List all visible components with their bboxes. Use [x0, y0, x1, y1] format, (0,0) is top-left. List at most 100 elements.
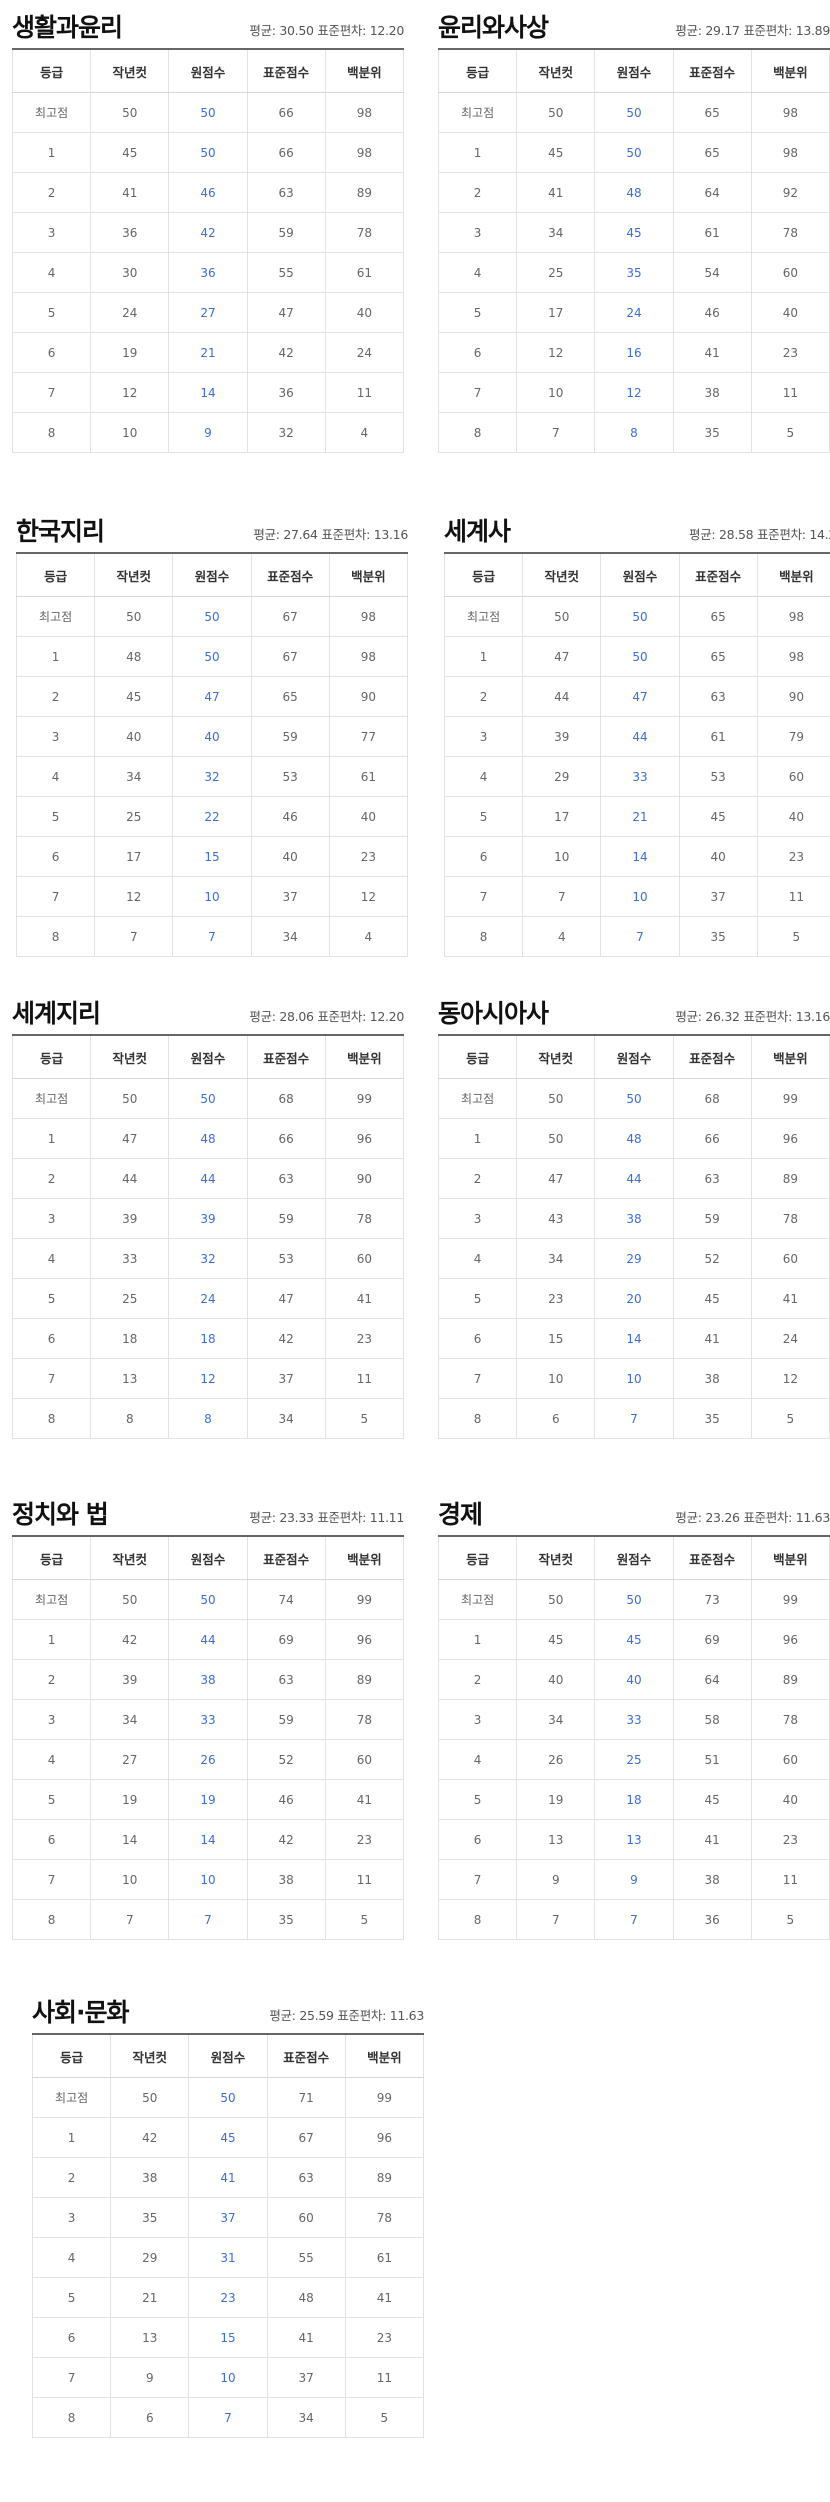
table-cell: 32 — [172, 756, 252, 797]
table-row: 3 34 33 58 78 — [437, 1699, 830, 1740]
table-cell: 41 — [672, 1819, 752, 1860]
table-cell: 1 — [437, 132, 518, 173]
table-cell: 44 — [522, 676, 602, 717]
table-cell: 44 — [600, 716, 680, 757]
table-cell: 59 — [246, 212, 326, 253]
table-cell: 4 — [11, 1739, 92, 1780]
table-cell: 7 — [594, 1899, 674, 1940]
table-cell: 41 — [90, 172, 170, 213]
table-cell: 47 — [600, 676, 680, 717]
column-header: 등급 — [437, 48, 518, 93]
panel-stats: 평균: 23.33 표준편차: 11.11 — [249, 1510, 404, 1525]
table-row: 1 45 50 65 98 — [437, 132, 830, 173]
table-cell: 41 — [672, 1318, 752, 1359]
table-row: 8 8 8 34 5 — [11, 1398, 405, 1439]
table-cell: 41 — [344, 2277, 425, 2318]
table-cell: 4 — [11, 252, 92, 293]
table-cell: 66 — [246, 1118, 326, 1159]
table-row: 2 47 44 63 89 — [437, 1158, 830, 1199]
column-header: 원점수 — [168, 1034, 248, 1079]
table-row: 8 4 7 35 5 — [443, 916, 830, 957]
table-cell: 45 — [678, 796, 758, 837]
table-cell: 33 — [168, 1699, 248, 1740]
table-row: 5 25 22 46 40 — [15, 796, 409, 837]
table-cell: 5 — [11, 1278, 92, 1319]
table-cell: 2 — [31, 2157, 112, 2198]
table-cell: 98 — [750, 132, 830, 173]
table-cell: 8 — [437, 412, 518, 453]
table-cell: 31 — [188, 2237, 268, 2278]
table-cell: 6 — [110, 2397, 190, 2438]
table-cell: 4 — [437, 252, 518, 293]
panel-politics-law: 정치와 법 평균: 23.33 표준편차: 11.11 등급 작년컷 원점수 표준점수… — [11, 1495, 405, 1965]
table-cell: 36 — [90, 212, 170, 253]
table-cell: 8 — [437, 1899, 518, 1940]
table-row: 7 13 12 37 11 — [11, 1358, 405, 1399]
table-cell: 9 — [110, 2357, 190, 2398]
table-row: 1 47 50 65 98 — [443, 636, 830, 677]
table-row: 1 42 45 67 96 — [31, 2117, 425, 2158]
table-row: 5 17 21 45 40 — [443, 796, 830, 837]
column-header: 등급 — [437, 1034, 518, 1079]
table-row: 4 29 31 55 61 — [31, 2237, 425, 2278]
table-cell: 14 — [90, 1819, 170, 1860]
table-cell: 7 — [437, 1358, 518, 1399]
table-cell: 98 — [756, 596, 830, 637]
table-cell: 45 — [672, 1278, 752, 1319]
table-cell: 50 — [594, 1078, 674, 1119]
table-cell: 30 — [90, 252, 170, 293]
column-header: 등급 — [11, 48, 92, 93]
table-cell: 8 — [437, 1398, 518, 1439]
table-cell: 4 — [328, 916, 409, 957]
table-cell: 61 — [678, 716, 758, 757]
table-row: 7 7 10 37 11 — [443, 876, 830, 917]
table-row: 1 47 48 66 96 — [11, 1118, 405, 1159]
table-cell: 89 — [324, 172, 405, 213]
table-row: 8 6 7 35 5 — [437, 1398, 830, 1439]
column-header: 표준점수 — [678, 552, 758, 597]
table-cell: 64 — [672, 172, 752, 213]
column-header: 작년컷 — [94, 552, 174, 597]
column-header: 작년컷 — [516, 48, 596, 93]
table-cell: 6 — [31, 2317, 112, 2358]
column-header: 표준점수 — [250, 552, 330, 597]
column-header: 표준점수 — [266, 2033, 346, 2078]
table-cell: 60 — [756, 756, 830, 797]
table-cell: 23 — [756, 836, 830, 877]
table-row: 최고점 50 50 65 98 — [437, 92, 830, 133]
panel-ethics-thought: 윤리와사상 평균: 29.17 표준편차: 13.89 등급 작년컷 원점수 표준점수… — [437, 8, 830, 478]
table-row: 6 18 18 42 23 — [11, 1318, 405, 1359]
table-cell: 98 — [324, 132, 405, 173]
table-cell: 41 — [324, 1779, 405, 1820]
table-header-row: 등급 작년컷 원점수 표준점수 백분위 — [15, 552, 409, 597]
table-cell: 61 — [324, 252, 405, 293]
table-cell: 11 — [750, 1859, 830, 1900]
table-cell: 34 — [266, 2397, 346, 2438]
table-cell: 7 — [31, 2357, 112, 2398]
table-cell: 6 — [437, 332, 518, 373]
table-cell: 5 — [31, 2277, 112, 2318]
table-cell: 7 — [188, 2397, 268, 2438]
table-cell: 6 — [11, 332, 92, 373]
table-cell: 2 — [437, 1158, 518, 1199]
table-cell: 34 — [516, 212, 596, 253]
table-row: 1 45 50 66 98 — [11, 132, 405, 173]
column-header: 작년컷 — [522, 552, 602, 597]
table-cell: 15 — [172, 836, 252, 877]
panel-world-history: 세계사 평균: 28.58 표준편차: 14.2 등급 작년컷 원점수 표준점수 백분위… — [443, 512, 830, 982]
table-cell: 48 — [266, 2277, 346, 2318]
table-row: 1 50 48 66 96 — [437, 1118, 830, 1159]
table-cell: 25 — [90, 1278, 170, 1319]
table-cell: 74 — [246, 1579, 326, 1620]
table-cell: 46 — [168, 172, 248, 213]
score-table: 등급 작년컷 원점수 표준점수 백분위 최고점 50 50 65 98 1 45 50 65 98 2 41 48… — [437, 48, 830, 453]
table-cell: 34 — [516, 1238, 596, 1279]
table-cell: 10 — [516, 372, 596, 413]
table-row: 최고점 50 50 71 99 — [31, 2077, 425, 2118]
table-cell: 34 — [250, 916, 330, 957]
table-cell: 42 — [110, 2117, 190, 2158]
table-cell: 48 — [594, 1118, 674, 1159]
table-row: 6 15 14 41 24 — [437, 1318, 830, 1359]
column-header: 원점수 — [600, 552, 680, 597]
table-cell: 50 — [600, 596, 680, 637]
